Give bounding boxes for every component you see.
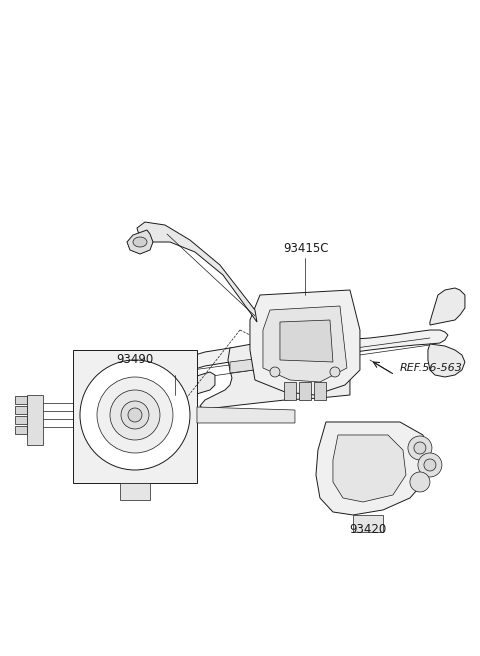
- Polygon shape: [73, 350, 197, 483]
- Circle shape: [286, 371, 294, 379]
- Polygon shape: [250, 290, 360, 395]
- Polygon shape: [137, 222, 257, 322]
- Polygon shape: [430, 288, 465, 325]
- Text: 93415C: 93415C: [283, 241, 329, 255]
- Polygon shape: [200, 333, 350, 410]
- Circle shape: [121, 401, 149, 429]
- Polygon shape: [155, 372, 215, 410]
- Polygon shape: [120, 483, 150, 500]
- Polygon shape: [280, 320, 333, 362]
- Polygon shape: [230, 347, 350, 373]
- Circle shape: [330, 367, 340, 377]
- Polygon shape: [314, 382, 326, 400]
- Text: 93420: 93420: [349, 523, 386, 537]
- Polygon shape: [333, 435, 406, 502]
- Polygon shape: [316, 422, 430, 515]
- Polygon shape: [15, 416, 27, 424]
- Polygon shape: [428, 344, 465, 377]
- Text: 93490: 93490: [116, 354, 154, 367]
- Circle shape: [128, 408, 142, 422]
- Polygon shape: [127, 230, 153, 254]
- Polygon shape: [299, 382, 311, 400]
- Polygon shape: [284, 382, 296, 400]
- Ellipse shape: [281, 361, 299, 389]
- Polygon shape: [155, 330, 448, 400]
- Text: REF.56-563: REF.56-563: [400, 363, 463, 373]
- Circle shape: [110, 390, 160, 440]
- Polygon shape: [15, 406, 27, 414]
- Polygon shape: [353, 515, 383, 532]
- Circle shape: [424, 459, 436, 471]
- Polygon shape: [197, 407, 295, 423]
- Ellipse shape: [133, 237, 147, 247]
- Circle shape: [80, 360, 190, 470]
- Circle shape: [270, 367, 280, 377]
- Circle shape: [414, 442, 426, 454]
- Polygon shape: [15, 426, 27, 434]
- Circle shape: [97, 377, 173, 453]
- Ellipse shape: [286, 368, 294, 382]
- Circle shape: [408, 436, 432, 460]
- Polygon shape: [27, 395, 43, 445]
- Polygon shape: [15, 396, 27, 404]
- Circle shape: [418, 453, 442, 477]
- Polygon shape: [263, 306, 347, 382]
- Circle shape: [410, 472, 430, 492]
